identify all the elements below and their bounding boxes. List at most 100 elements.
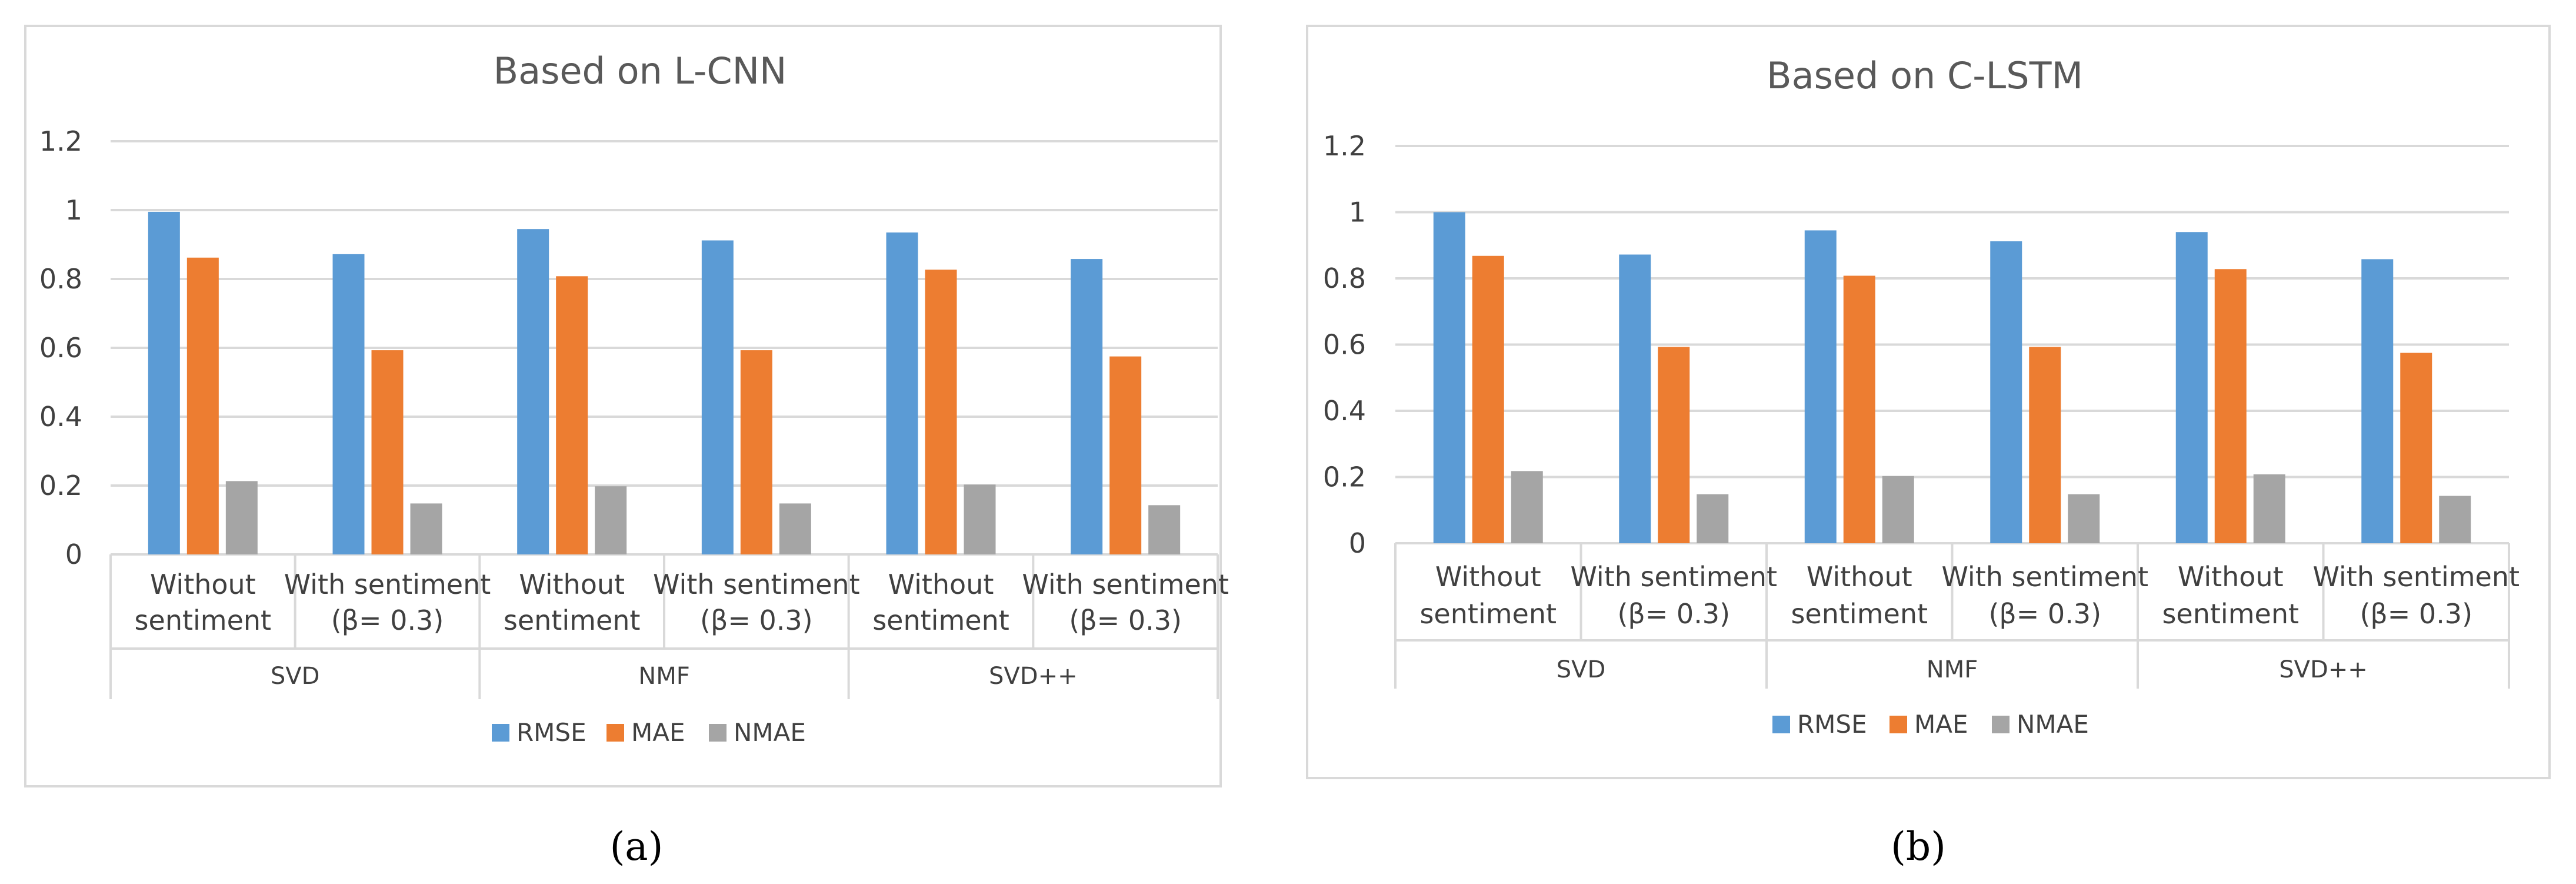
category-label: (β= 0.3)	[331, 604, 444, 636]
bar-rmse-4	[701, 240, 734, 555]
y-tick-label: 0.8	[1323, 262, 1366, 294]
bar-nmae-3	[595, 486, 627, 554]
legend-swatch-nmae	[709, 724, 727, 742]
bar-mae-5	[925, 270, 957, 554]
bars	[148, 211, 1181, 555]
category-label: With sentiment	[653, 569, 860, 600]
category-label: sentiment	[872, 604, 1009, 636]
bar-nmae-1	[1511, 471, 1543, 543]
y-tick-label: 0.2	[1323, 461, 1366, 493]
bar-nmae-6	[2439, 496, 2471, 543]
y-tick-label: 0.6	[1323, 329, 1366, 361]
group-label: NMF	[1927, 656, 1978, 683]
category-label: Without	[1807, 561, 1912, 593]
bar-mae-1	[1472, 255, 1504, 543]
y-tick-label: 0	[65, 539, 82, 570]
category-label: sentiment	[504, 604, 641, 636]
category-label: (β= 0.3)	[1617, 598, 1730, 630]
figure-caption: (a)	[610, 824, 664, 869]
bar-rmse-2	[332, 254, 365, 554]
bar-rmse-4	[1990, 241, 2022, 543]
legend-label-rmse: RMSE	[516, 718, 586, 747]
chart-frame	[1306, 25, 2551, 779]
y-tick-label: 0.8	[39, 263, 82, 295]
y-tick-label: 1.2	[1323, 130, 1366, 162]
category-label: (β= 0.3)	[1988, 598, 2101, 630]
bar-rmse-5	[2175, 232, 2208, 543]
y-tick-label: 1.2	[39, 125, 82, 157]
category-axis: Without sentiment With sentiment (β= 0.3) SV…	[1394, 543, 2520, 689]
legend-swatch-mae	[1889, 716, 1907, 733]
category-label: Without	[519, 569, 625, 600]
group-label: SVD	[271, 663, 320, 690]
chart-title: Based on C-LSTM	[1767, 54, 2083, 97]
bar-mae-1	[186, 257, 219, 554]
category-label: Without	[150, 569, 256, 600]
category-label: Without	[2178, 561, 2284, 593]
bar-rmse-6	[1071, 259, 1103, 554]
category-label: Without	[888, 569, 994, 600]
bar-rmse-1	[148, 211, 180, 554]
y-tick-label: 1	[1349, 197, 1366, 228]
bar-mae-6	[2400, 353, 2432, 543]
y-tick-label: 0.4	[39, 401, 82, 433]
y-tick-label: 0.2	[39, 470, 82, 501]
legend-label-nmae: NMAE	[2017, 710, 2089, 739]
group-label: SVD++	[989, 663, 1078, 690]
bar-nmae-6	[1148, 505, 1181, 554]
y-tick-label: 0.4	[1323, 395, 1366, 427]
category-label: (β= 0.3)	[2360, 598, 2472, 630]
legend: RMSE MAE NMAE	[1772, 710, 2089, 739]
bar-rmse-3	[517, 229, 549, 554]
bar-mae-2	[371, 350, 404, 554]
bar-mae-2	[1658, 347, 1690, 543]
bar-mae-6	[1109, 356, 1142, 554]
figure-caption: (b)	[1891, 824, 1946, 869]
bar-nmae-5	[2253, 474, 2285, 543]
category-label: (β= 0.3)	[700, 604, 813, 636]
chart-frame	[24, 25, 1222, 787]
y-axis-ticks: 0 0.2 0.4 0.6 0.8 1 1.2	[39, 125, 82, 570]
bar-nmae-4	[779, 503, 811, 554]
bar-nmae-5	[964, 484, 996, 554]
bar-rmse-5	[886, 232, 918, 554]
category-label: With sentiment	[1941, 561, 2148, 593]
y-tick-label: 0	[1349, 527, 1366, 559]
legend-label-rmse: RMSE	[1797, 710, 1867, 739]
category-label: sentiment	[2162, 598, 2299, 630]
group-label: NMF	[638, 663, 689, 690]
gridlines	[1395, 145, 2509, 544]
bars	[1433, 212, 2471, 543]
legend-label-mae: MAE	[631, 718, 685, 747]
legend-swatch-rmse	[492, 724, 509, 742]
group-label: SVD++	[2279, 656, 2368, 683]
bar-nmae-2	[410, 503, 442, 554]
bar-mae-3	[1843, 275, 1875, 543]
category-label: sentiment	[1419, 598, 1557, 630]
category-label: sentiment	[1791, 598, 1928, 630]
category-label: With sentiment	[1022, 569, 1229, 600]
bar-rmse-1	[1433, 212, 1465, 543]
bar-nmae-1	[225, 481, 258, 554]
chart-panel-l-cnn: Based on L-CNN 0 0.2 0.4 0.6 0.8 1 1.2 Without…	[24, 25, 1229, 869]
bar-nmae-4	[2068, 494, 2100, 543]
category-label: (β= 0.3)	[1069, 604, 1182, 636]
category-label: With sentiment	[1570, 561, 1777, 593]
y-tick-label: 0.6	[39, 332, 82, 364]
bar-nmae-3	[1882, 476, 1914, 543]
category-label: Without	[1435, 561, 1541, 593]
legend-swatch-mae	[606, 724, 624, 742]
category-label: With sentiment	[2312, 561, 2520, 593]
legend-swatch-rmse	[1772, 716, 1790, 733]
chart-panel-c-lstm: Based on C-LSTM 0 0.2 0.4 0.6 0.8 1 1.2 Withou…	[1306, 25, 2551, 869]
legend: RMSE MAE NMAE	[492, 718, 806, 747]
category-label: With sentiment	[284, 569, 491, 600]
bar-mae-4	[740, 350, 772, 554]
legend-label-nmae: NMAE	[734, 718, 806, 747]
chart-title: Based on L-CNN	[494, 49, 787, 92]
category-label: sentiment	[135, 604, 272, 636]
bar-mae-5	[2214, 269, 2247, 543]
bar-rmse-6	[2361, 259, 2394, 543]
category-axis: Without sentiment With sentiment (β= 0.3) SV…	[109, 554, 1229, 699]
